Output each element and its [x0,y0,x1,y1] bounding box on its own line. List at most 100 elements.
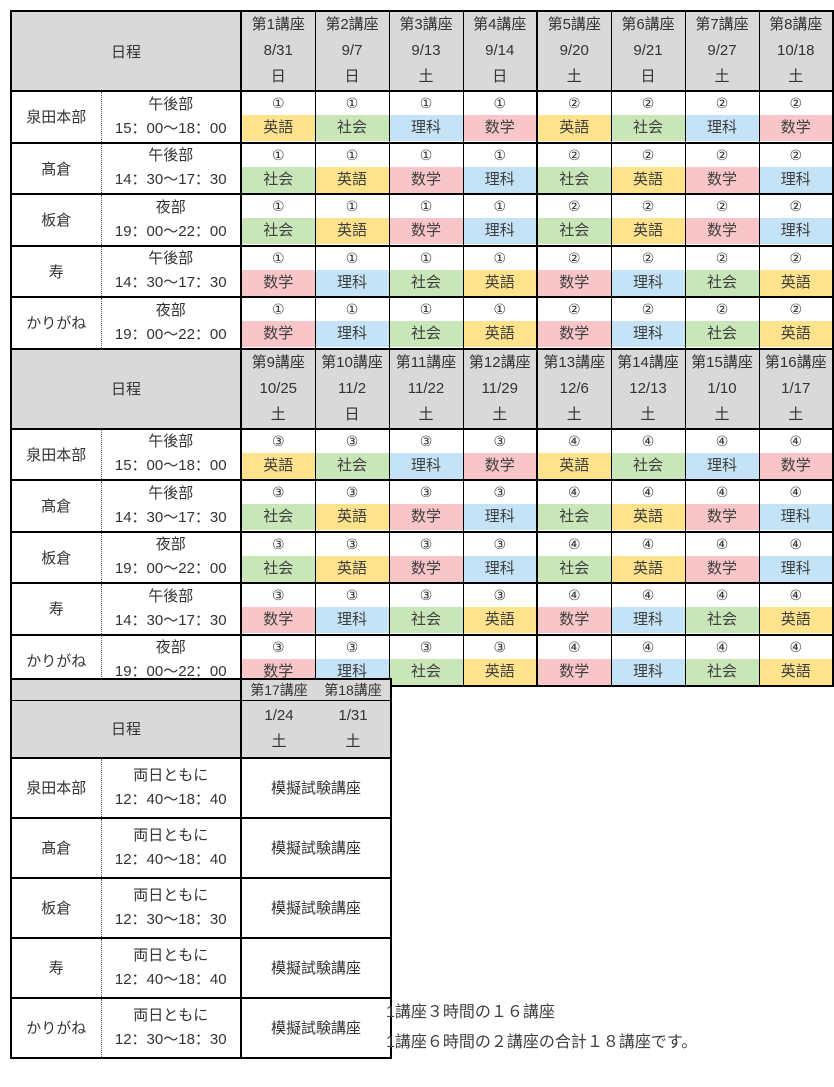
lesson-number: ④ [641,484,655,501]
subject-label: 理科 [390,452,463,479]
subject-label: 理科 [464,555,536,582]
session-hours: 19：00～22：00 [114,560,227,578]
subject-label: 社会 [390,269,463,296]
lesson-number: ② [641,301,655,318]
subject-label: 英語 [316,555,389,582]
site-name-cell: 泉田本部 [10,757,102,819]
exam-course-cell: 模擬試験講座 [240,997,392,1059]
subject-label: 英語 [464,321,536,347]
subject-cell: ④ 数学 [684,531,760,584]
lesson-number: ① [493,249,507,266]
subject-cell: ④ 数学 [684,479,760,533]
session-hours: 12：30～18：30 [114,1030,227,1048]
subject-cell: ② 理科 [610,245,686,298]
session-time-cell: 午後部 14：30～17：30 [100,245,243,298]
site-name-cell: かりがね [10,997,102,1059]
subject-cell: ① 英語 [314,193,390,247]
lesson-number: ④ [641,587,655,604]
subject-label: 理科 [316,607,389,633]
subject-cell: ① 社会 [388,296,464,350]
subject-cell: ③ 社会 [388,634,464,687]
subject-label: 英語 [316,166,389,193]
subject-cell: ④ 理科 [610,582,686,636]
session-hours: 15：00～18：00 [114,457,227,475]
course-title: 第9講座 [251,353,305,371]
lesson-number: ② [567,198,581,215]
schedule-row: かりがね 両日ともに 12：30～18：30 模擬試験講座 [10,997,392,1059]
lesson-number: ② [789,146,803,163]
subject-cell: ③ 数学 [388,531,464,584]
lesson-number: ② [789,95,803,112]
subject-cell: ③ 理科 [314,582,390,636]
lesson-number: ② [789,301,803,318]
lesson-number: ④ [715,535,729,552]
course-day: 日 [640,68,656,85]
course-day: 土 [788,405,804,423]
lesson-number: ① [345,301,359,318]
course-day: 土 [418,405,434,423]
course-header-cell: 第16講座 1/17 土 [758,347,834,430]
schedule-row: 寿 両日ともに 12：40～18：40 模擬試験講座 [10,937,392,999]
subject-cell: ③ 社会 [314,428,390,481]
subject-cell: ① 英語 [462,245,539,298]
course-header-cell: 第9講座 10/25 土 [240,347,316,430]
lesson-number: ① [419,198,433,215]
session-part: 夜部 [155,301,186,319]
subject-label: 数学 [390,218,463,244]
subject-label: 理科 [760,504,833,530]
subject-cell: ④ 英語 [610,479,686,533]
session-time-cell: 午後部 14：30～17：30 [100,142,243,195]
session-hours: 19：00～22：00 [114,663,227,681]
lesson-number: ① [271,249,285,266]
subject-label: 理科 [464,504,536,530]
course-day: 日 [270,68,286,85]
course-date: 12/6 [559,379,589,397]
session-time-cell: 夜部 19：00～22：00 [100,296,243,350]
lesson-number: ④ [715,638,729,655]
course-date: 1/24 [264,706,294,724]
subject-cell: ② 理科 [758,142,834,195]
lesson-number: ② [641,95,655,112]
lesson-number: ③ [493,484,507,501]
subject-label: 数学 [242,269,315,296]
lesson-number: ④ [641,638,655,655]
lesson-number: ① [493,198,507,215]
subject-cell: ④ 社会 [536,479,612,533]
course-title: 第18講座 [324,682,382,698]
course-title: 第14講座 [617,353,679,371]
subject-cell: ③ 理科 [462,531,539,584]
subject-label: 英語 [612,555,685,582]
course-date: 9/14 [485,42,515,59]
schedule-row: 髙倉 両日ともに 12：40～18：40 模擬試験講座 [10,817,392,879]
session-part: 両日ともに [133,766,209,784]
subject-label: 英語 [538,115,611,141]
course-header-cell: 第10講座 11/2 日 [314,347,390,430]
footnote-line-2: 1講座６時間の２講座の合計１８講座です。 [386,1034,698,1051]
lesson-number: ② [567,95,581,112]
subject-cell: ① 理科 [388,90,464,144]
lesson-number: ③ [345,587,359,604]
subject-label: 理科 [464,166,536,193]
subject-label: 英語 [612,218,685,244]
session-time-cell: 午後部 15：00～18：00 [100,428,243,481]
course-header-cell: 第14講座 12/13 土 [610,347,686,430]
schedule-row: 髙倉 午後部 14：30～17：30 ③ 社会 ③ 英語 ③ 数学 ③ 理科 ④ 社会 ④ 英語 ④ 数学 ④ 理科 [10,479,834,533]
session-time-cell: 夜部 19：00～22：00 [100,193,243,247]
subject-cell: ① 英語 [462,296,539,350]
subject-label: 理科 [316,269,389,296]
subject-cell: ① 数学 [240,245,316,298]
subject-label: 社会 [242,555,315,582]
subject-cell: ④ 理科 [684,428,760,481]
session-hours: 12：40～18：40 [114,970,227,988]
course-title: 第11講座 [395,353,457,371]
course-day: 土 [345,732,361,750]
subject-cell: ④ 数学 [536,582,612,636]
lesson-number: ③ [419,484,433,501]
session-part: 午後部 [148,587,194,605]
course-header-cell: 第15講座 1/10 土 [684,347,760,430]
subject-label: 英語 [316,218,389,244]
schedule-table-main: 日程 第1講座 8/31 日第2講座 9/7 日第3講座 9/13 土第4講座 9/14 日第5講… [10,10,834,687]
session-part: 両日ともに [133,1006,209,1024]
subject-cell: ② 英語 [758,245,834,298]
lesson-number: ③ [493,638,507,655]
